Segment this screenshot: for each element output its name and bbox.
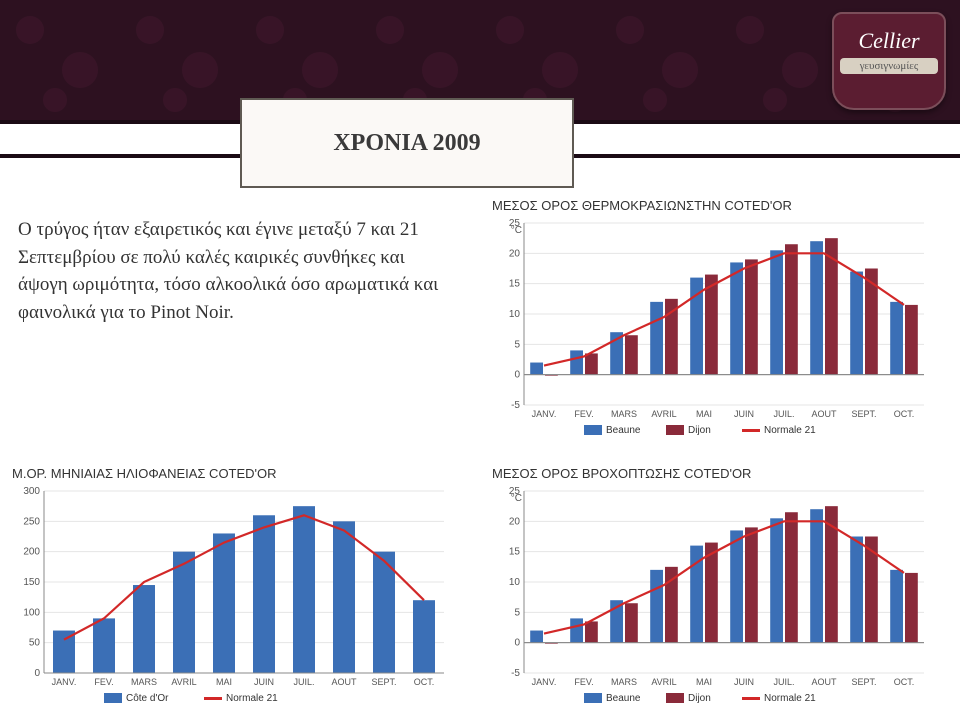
svg-text:AVRIL: AVRIL: [651, 409, 676, 419]
svg-text:5: 5: [514, 607, 520, 618]
svg-text:AVRIL: AVRIL: [651, 677, 676, 687]
svg-text:MARS: MARS: [611, 409, 637, 419]
svg-text:0: 0: [514, 370, 520, 381]
svg-text:SEPT.: SEPT.: [371, 677, 396, 687]
svg-text:20: 20: [509, 516, 521, 527]
svg-text:10: 10: [509, 577, 521, 588]
svg-text:AVRIL: AVRIL: [171, 677, 196, 687]
svg-text:15: 15: [509, 547, 521, 558]
svg-text:JUIN: JUIN: [734, 677, 754, 687]
svg-text:JANV.: JANV.: [532, 409, 557, 419]
svg-text:SEPT.: SEPT.: [851, 677, 876, 687]
svg-text:OCT.: OCT.: [414, 677, 435, 687]
chart-sunshine: Μ.ΟΡ. ΜΗΝΙΑΙΑΣ ΗΛΙΟΦΑΝΕΙΑΣ COTED'OR 0 50 1…: [10, 466, 450, 715]
svg-text:0: 0: [514, 638, 520, 649]
svg-text:AOUT: AOUT: [811, 677, 837, 687]
svg-text:FEV.: FEV.: [94, 677, 113, 687]
svg-text:°C: °C: [511, 225, 522, 236]
svg-text:SEPT.: SEPT.: [851, 409, 876, 419]
svg-text:15: 15: [509, 279, 521, 290]
svg-text:JUIN: JUIN: [254, 677, 274, 687]
svg-text:MARS: MARS: [611, 677, 637, 687]
body-paragraph: Ο τρύγος ήταν εξαιρετικός και έγινε μετα…: [18, 216, 448, 326]
svg-text:Beaune: Beaune: [606, 425, 641, 436]
svg-text:200: 200: [23, 547, 40, 558]
svg-text:FEV.: FEV.: [574, 409, 593, 419]
svg-text:Côte d'Or: Côte d'Or: [126, 693, 169, 704]
svg-text:-5: -5: [511, 668, 520, 679]
svg-text:JUIL.: JUIL.: [293, 677, 314, 687]
svg-text:OCT.: OCT.: [894, 409, 915, 419]
chart-title-sun: Μ.ΟΡ. ΜΗΝΙΑΙΑΣ ΗΛΙΟΦΑΝΕΙΑΣ COTED'OR: [12, 466, 450, 481]
svg-text:150: 150: [23, 577, 40, 588]
svg-text:AOUT: AOUT: [331, 677, 357, 687]
brand-logo: Cellier γευσιγνωμίες: [832, 12, 946, 110]
chart-title-rain: ΜΕΣΟΣ ΟΡΟΣ ΒΡΟΧΟΠΤΩΣΗΣ COTED'OR: [492, 466, 930, 481]
svg-text:JUIL.: JUIL.: [773, 677, 794, 687]
svg-text:Normale 21: Normale 21: [764, 425, 816, 436]
svg-text:OCT.: OCT.: [894, 677, 915, 687]
svg-text:JUIL.: JUIL.: [773, 409, 794, 419]
svg-text:MARS: MARS: [131, 677, 157, 687]
svg-text:MAI: MAI: [696, 677, 712, 687]
svg-text:10: 10: [509, 309, 521, 320]
svg-text:AOUT: AOUT: [811, 409, 837, 419]
svg-text:JANV.: JANV.: [532, 677, 557, 687]
svg-text:Dijon: Dijon: [688, 425, 711, 436]
page-title: ΧΡΟΝΙΑ 2009: [240, 98, 574, 188]
svg-text:300: 300: [23, 486, 40, 497]
svg-text:100: 100: [23, 607, 40, 618]
svg-text:MAI: MAI: [696, 409, 712, 419]
svg-text:-5: -5: [511, 400, 520, 411]
svg-text:0: 0: [34, 668, 40, 679]
brand-sub: γευσιγνωμίες: [840, 58, 938, 74]
svg-text:Dijon: Dijon: [688, 693, 711, 704]
chart-temperature: ΜΕΣΟΣ ΟΡΟΣ ΘΕΡΜΟΚΡΑΣΙΩΝΣΤΗΝ COTED'OR -5 0…: [490, 198, 930, 447]
chart-rain: ΜΕΣΟΣ ΟΡΟΣ ΒΡΟΧΟΠΤΩΣΗΣ COTED'OR -5 0 5 10 15…: [490, 466, 930, 715]
svg-text:5: 5: [514, 339, 520, 350]
svg-text:250: 250: [23, 516, 40, 527]
chart-title-temp: ΜΕΣΟΣ ΟΡΟΣ ΘΕΡΜΟΚΡΑΣΙΩΝΣΤΗΝ COTED'OR: [492, 198, 930, 213]
svg-text:°C: °C: [511, 493, 522, 504]
svg-text:50: 50: [29, 638, 41, 649]
svg-text:FEV.: FEV.: [574, 677, 593, 687]
svg-text:Normale 21: Normale 21: [226, 693, 278, 704]
brand-name: Cellier: [834, 28, 944, 54]
svg-text:MAI: MAI: [216, 677, 232, 687]
svg-text:Beaune: Beaune: [606, 693, 641, 704]
svg-text:JUIN: JUIN: [734, 409, 754, 419]
svg-text:Normale 21: Normale 21: [764, 693, 816, 704]
svg-text:JANV.: JANV.: [52, 677, 77, 687]
svg-text:20: 20: [509, 248, 521, 259]
